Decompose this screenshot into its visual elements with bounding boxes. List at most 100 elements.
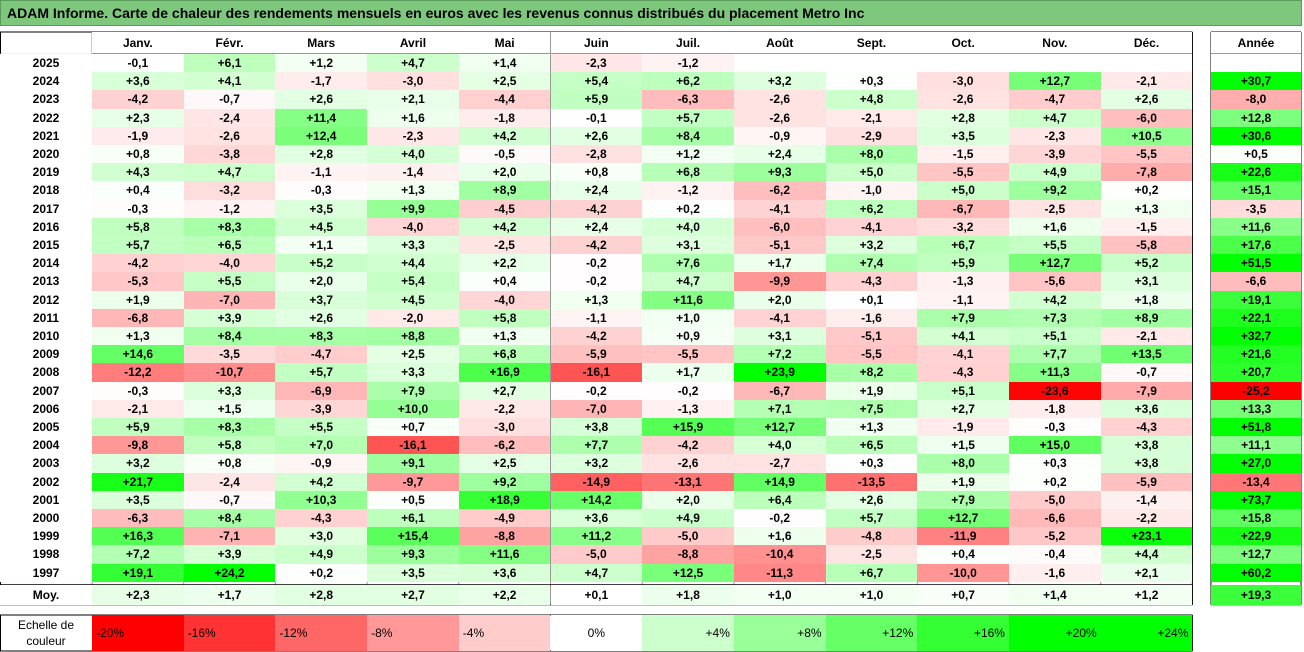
heatmap-cell: +6,7 (825, 563, 918, 582)
heatmap-cell: -0,2 (733, 509, 826, 528)
heatmap-cell: -7,0 (183, 290, 276, 309)
legend-swatch: +12% (825, 615, 918, 651)
heatmap-cell: +2,0 (733, 290, 826, 309)
heatmap-cell: +7,9 (917, 490, 1009, 509)
heatmap-cell: +0,4 (458, 272, 551, 291)
row-year-label: 2014 (0, 254, 92, 273)
legend-swatch: -20% (92, 615, 184, 651)
heatmap-cell: +5,1 (917, 381, 1009, 400)
heatmap-cell: +8,0 (825, 145, 918, 164)
heatmap-cell: +1,9 (92, 290, 184, 309)
heatmap-cell: +4,1 (917, 327, 1009, 346)
heatmap-cell: +19,1 (92, 563, 184, 582)
heatmap-cell: -1,6 (825, 308, 918, 327)
heatmap-cell: -4,7 (275, 345, 368, 364)
column-header-10: Oct. (917, 32, 1009, 54)
heatmap-cell: +5,2 (1100, 254, 1193, 273)
heatmap-cell: +6,8 (458, 345, 551, 364)
heatmap-cell: +1,7 (733, 254, 826, 273)
heatmap-cell: +7,2 (92, 545, 184, 564)
heatmap-cell: -4,1 (733, 199, 826, 218)
heatmap-cell: +2,5 (367, 345, 459, 364)
heatmap-cell: -2,0 (367, 308, 459, 327)
heatmap-cell: -5,5 (825, 345, 918, 364)
heatmap-cell: +1,3 (367, 181, 459, 200)
heatmap-cell: +3,5 (917, 126, 1009, 145)
heatmap-cell: -2,8 (550, 145, 643, 164)
heatmap-cell: +1,3 (92, 327, 184, 346)
heatmap-cell: +3,1 (733, 327, 826, 346)
heatmap-cell: +5,4 (550, 72, 643, 91)
heatmap-cell: +3,5 (92, 490, 184, 509)
heatmap-cell: -4,7 (1009, 90, 1101, 109)
heatmap-cell: -0,3 (1009, 418, 1101, 437)
heatmap-cell: +1,6 (367, 108, 459, 127)
heatmap-cell: -0,2 (550, 381, 643, 400)
heatmap-cell: +2,7 (458, 381, 551, 400)
heatmap-cell: -4,5 (458, 199, 551, 218)
annual-cell: +15,1 (1211, 181, 1301, 200)
annual-cell: -8,0 (1211, 90, 1301, 109)
heatmap-cell: +3,2 (825, 236, 918, 255)
heatmap-cell: -1,1 (275, 163, 368, 182)
heatmap-cell: -1,6 (1009, 563, 1101, 582)
heatmap-cell: -1,3 (917, 272, 1009, 291)
row-year-label: 2003 (0, 454, 92, 473)
heatmap-cell: -4,3 (1100, 418, 1193, 437)
heatmap-cell (1009, 54, 1101, 73)
heatmap-cell: -2,1 (92, 399, 184, 418)
heatmap-cell (1100, 54, 1193, 73)
annual-cell: +15,8 (1211, 509, 1301, 528)
heatmap-cell: -7,8 (1100, 163, 1193, 182)
heatmap-cell: -9,9 (733, 272, 826, 291)
heatmap-cell: +23,1 (1100, 527, 1193, 546)
heatmap-cell: +2,7 (917, 399, 1009, 418)
heatmap-cell: +8,3 (275, 327, 368, 346)
heatmap-cell: +4,7 (1009, 108, 1101, 127)
heatmap-cell: +3,2 (550, 454, 643, 473)
heatmap-cell: -4,0 (183, 254, 276, 273)
heatmap-cell: +3,3 (367, 363, 459, 382)
heatmap-cell: +7,2 (733, 345, 826, 364)
heatmap-cell: +2,2 (458, 254, 551, 273)
heatmap-cell: -4,3 (825, 272, 918, 291)
heatmap-cell: +7,7 (1009, 345, 1101, 364)
row-year-label: 2002 (0, 472, 92, 491)
heatmap-cell: +12,7 (733, 418, 826, 437)
annual-cell: +11,6 (1211, 217, 1301, 236)
heatmap-cell: +4,0 (367, 145, 459, 164)
heatmap-cell: -1,5 (1100, 217, 1193, 236)
heatmap-cell: -5,9 (550, 345, 643, 364)
heatmap-cell: +3,9 (183, 545, 276, 564)
heatmap-cell: -2,2 (1100, 509, 1193, 528)
heatmap-cell: -0,3 (275, 181, 368, 200)
row-year-label: 2020 (0, 145, 92, 164)
legend-swatch: +4% (642, 615, 734, 651)
heatmap-cell: +14,9 (733, 472, 826, 491)
heatmap-cell: -1,2 (183, 199, 276, 218)
annual-cell: +32,7 (1211, 327, 1301, 346)
heatmap-cell: +9,1 (367, 454, 459, 473)
heatmap-cell: -5,6 (1009, 272, 1101, 291)
heatmap-cell: -11,3 (733, 563, 826, 582)
average-cell: +1,0 (733, 584, 826, 605)
heatmap-cell: +3,3 (367, 236, 459, 255)
heatmap-cell: +1,7 (642, 363, 734, 382)
heatmap-cell: +5,9 (550, 90, 643, 109)
heatmap-cell: -5,2 (1009, 527, 1101, 546)
heatmap-cell: +0,5 (367, 490, 459, 509)
heatmap-cell: +3,0 (275, 527, 368, 546)
row-year-label: 2017 (0, 199, 92, 218)
heatmap-cell: -8,8 (458, 527, 551, 546)
heatmap-cell: -4,9 (458, 509, 551, 528)
heatmap-cell: +21,7 (92, 472, 184, 491)
heatmap-cell: -0,9 (733, 126, 826, 145)
row-year-label: 1997 (0, 563, 92, 582)
heatmap-cell: +1,8 (1100, 290, 1193, 309)
heatmap-cell: +11,2 (550, 527, 643, 546)
heatmap-cell: -10,7 (183, 363, 276, 382)
heatmap-cell: +7,1 (733, 399, 826, 418)
heatmap-cell: -1,3 (642, 399, 734, 418)
heatmap-cell: +2,8 (275, 145, 368, 164)
heatmap-cell: +6,1 (367, 509, 459, 528)
